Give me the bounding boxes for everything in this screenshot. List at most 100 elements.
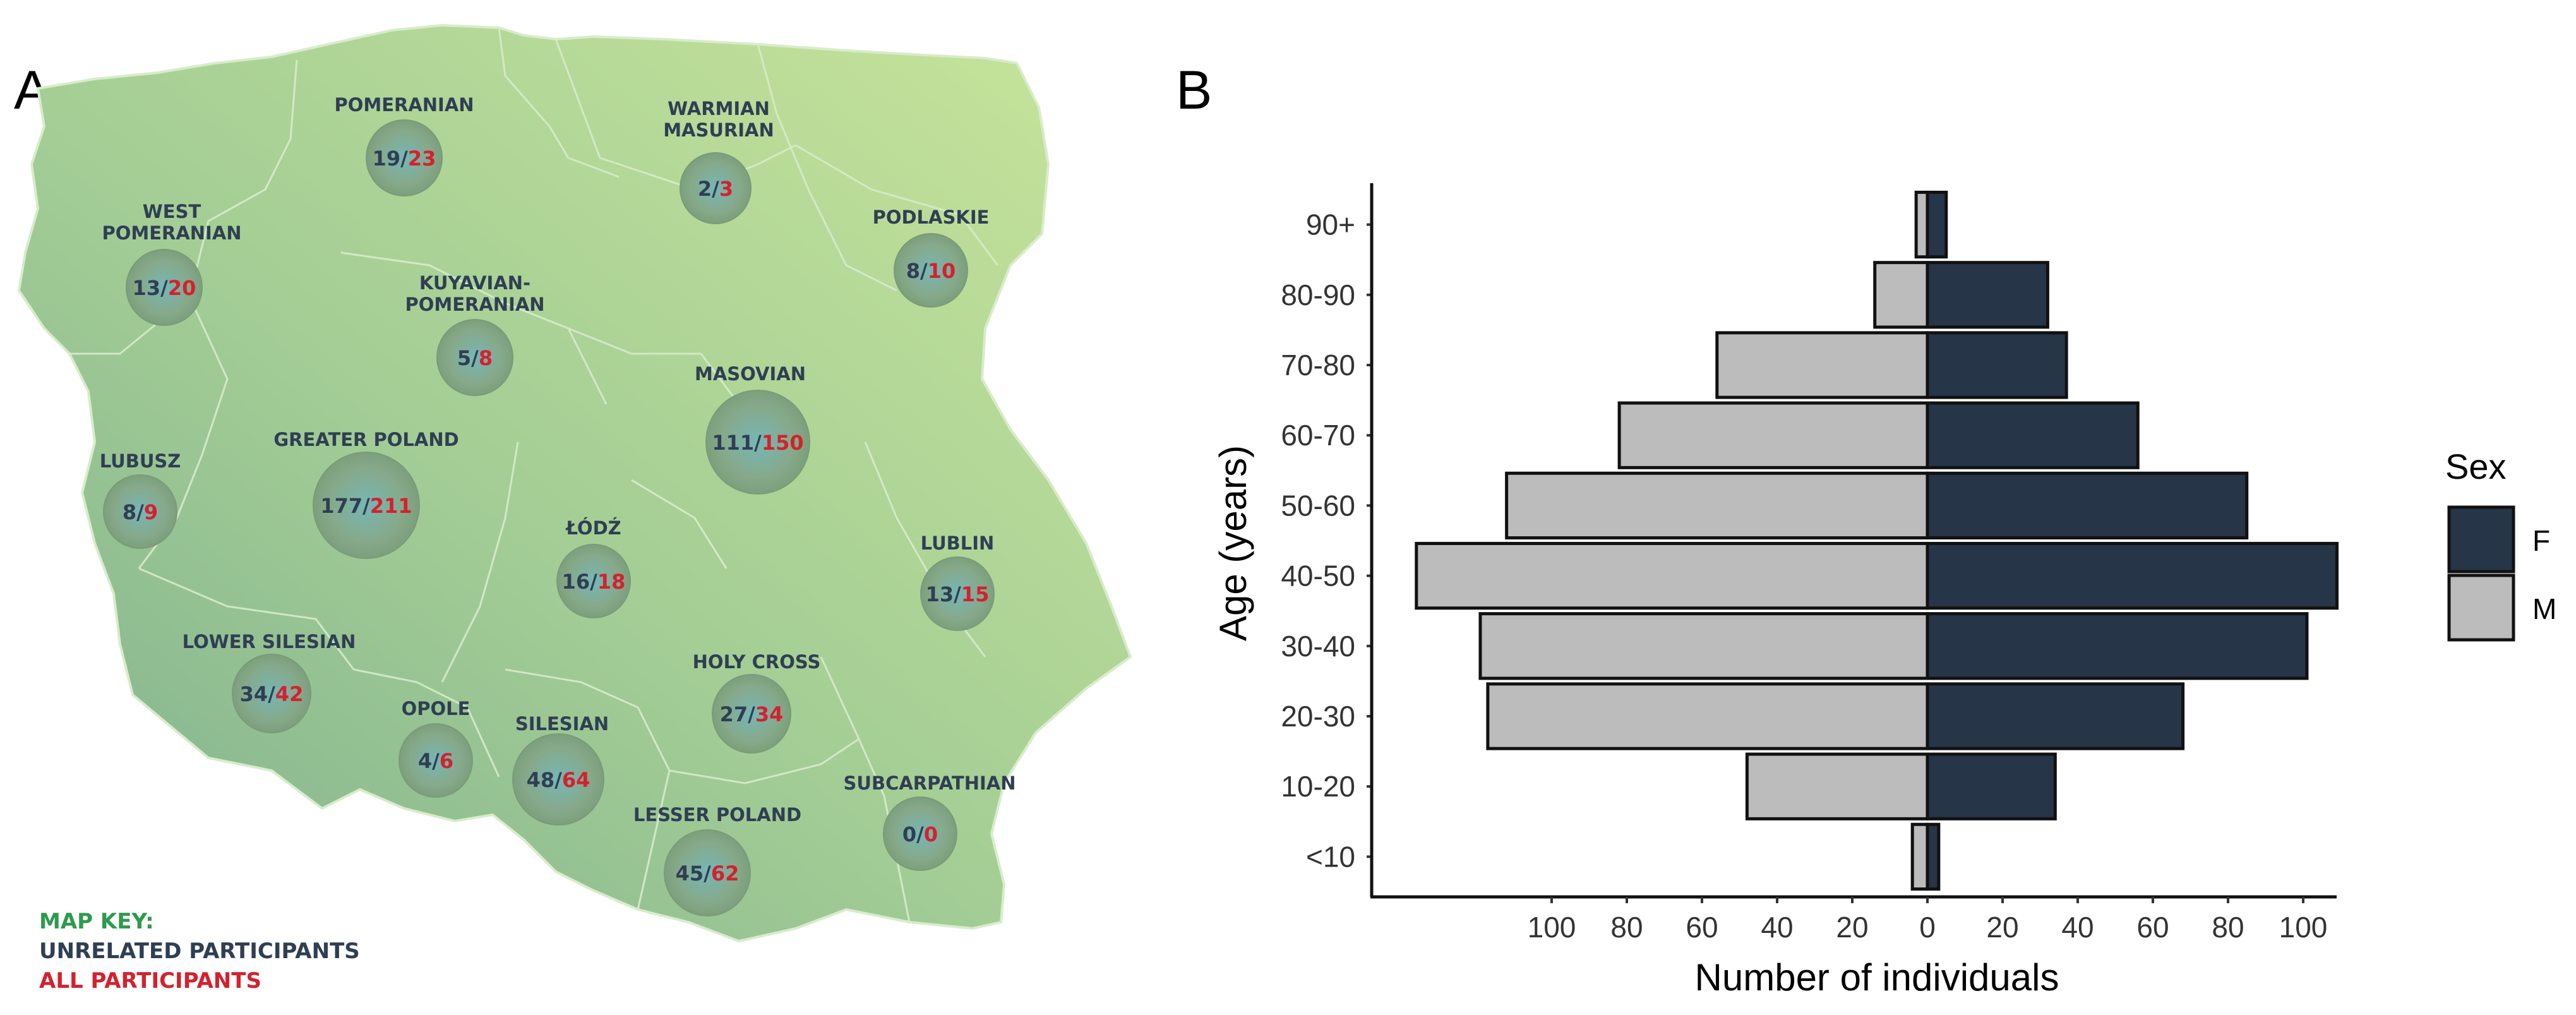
bar-m-80-90: [1873, 261, 1929, 329]
x-tick-label: 0: [1919, 911, 1936, 944]
all-count: 18: [597, 570, 626, 594]
region-lublin: LUBLIN 13/15: [920, 532, 995, 631]
region-bubble: [313, 452, 420, 559]
count-separator: /: [920, 259, 928, 283]
unrelated-count: 19: [373, 147, 401, 171]
x-tick-label: 60: [1686, 911, 1718, 944]
region-lesser-poland: LESSER POLAND 45/62: [633, 804, 801, 916]
unrelated-count: 13: [133, 276, 161, 300]
region-subcarpathian: SUBCARPATHIAN 0/0: [844, 772, 1016, 871]
x-tick-label: 40: [1761, 911, 1793, 944]
unrelated-count: 0: [902, 822, 916, 846]
region-counts: 13/15: [926, 582, 990, 606]
region-name: KUYAVIAN-: [419, 272, 530, 294]
legend-label-m: M: [2532, 592, 2556, 625]
unrelated-count: 2: [698, 177, 712, 201]
region-counts: 13/20: [133, 276, 196, 300]
region-lubusz: LUBUSZ 8/9: [100, 450, 181, 549]
region-bubble: [126, 249, 203, 326]
region-counts: 45/62: [676, 862, 740, 886]
region-counts: 8/10: [906, 259, 956, 283]
region-counts: 16/18: [562, 570, 626, 594]
count-separator: /: [136, 500, 144, 524]
panel-b-letter: B: [1176, 60, 1212, 121]
region-name: LUBLIN: [921, 532, 995, 554]
y-axis-title: Age (years): [1212, 445, 1254, 641]
map-key: MAP KEY: UNRELATED PARTICIPANTS ALL PART…: [39, 909, 360, 994]
region-masovian: MASOVIAN 111/150: [695, 363, 810, 495]
region-bubble: [705, 390, 810, 495]
count-separator: /: [400, 147, 408, 171]
count-separator: /: [748, 702, 755, 726]
pyramid-chart: <10 10-20 20-30 30-40 40-50 50-60 60-70 70-80 80…: [1281, 183, 2339, 944]
bar-f-70-80: [1926, 331, 2068, 399]
region-name: POMERANIAN: [405, 294, 544, 315]
region-silesian: SILESIAN 48/64: [512, 713, 609, 826]
region-name: ŁÓDŹ: [565, 517, 621, 539]
unrelated-count: 48: [527, 768, 555, 792]
region-holy-cross: HOLY CROSS 27/34: [693, 651, 820, 754]
x-tick-label: 40: [2061, 911, 2094, 944]
region-bubble: [556, 544, 631, 618]
region-greater-poland: GREATER POLAND 177/211: [273, 429, 459, 559]
unrelated-count: 5: [457, 346, 471, 370]
bar-f-40-50: [1926, 541, 2339, 610]
legend-swatch-f: [2447, 505, 2515, 574]
x-tick-label: 20: [1986, 911, 2018, 944]
count-separator: /: [704, 862, 711, 886]
all-count: 8: [479, 346, 493, 370]
region-bubble: [712, 674, 791, 754]
map-key-unrelated: UNRELATED PARTICIPANTS: [39, 939, 360, 964]
region-bubble: [436, 319, 513, 396]
region-name: GREATER POLAND: [273, 429, 458, 450]
region-bubble: [664, 829, 751, 916]
region-bubble: [883, 796, 957, 871]
all-count: 211: [370, 494, 412, 518]
all-count: 64: [562, 768, 590, 792]
all-count: 0: [924, 822, 938, 846]
y-tick-label: 90+: [1306, 208, 1355, 241]
region-bubble: [366, 119, 443, 196]
region-name: SUBCARPATHIAN: [844, 772, 1016, 794]
unrelated-count: 34: [240, 682, 268, 706]
bar-m-60-70: [1617, 401, 1929, 469]
unrelated-count: 8: [906, 259, 920, 283]
region-bubble: [680, 152, 752, 224]
region-counts: 27/34: [720, 702, 784, 726]
x-tick-label: 80: [1610, 911, 1643, 944]
region-name: MASURIAN: [663, 119, 774, 141]
all-count: 10: [928, 259, 956, 283]
x-tick-label: 100: [1528, 911, 1576, 944]
region-bubble: [232, 654, 311, 733]
unrelated-count: 13: [926, 582, 954, 606]
count-separator: /: [712, 177, 719, 201]
all-count: 15: [961, 582, 990, 606]
y-tick-label: 40-50: [1281, 560, 1355, 592]
x-tick-label: 80: [2212, 911, 2244, 944]
bar-m-90+: [1914, 190, 1929, 259]
region-name: POMERANIAN: [102, 222, 241, 244]
count-separator: /: [954, 582, 961, 606]
y-tick-label: 60-70: [1281, 419, 1355, 452]
unrelated-count: 27: [720, 702, 748, 726]
region-counts: 4/6: [418, 749, 453, 773]
x-axis-title: Number of individuals: [1695, 956, 2059, 999]
region-name: POMERANIAN: [334, 94, 474, 116]
region-podlaskie: PODLASKIE 8/10: [873, 207, 989, 308]
count-separator: /: [754, 431, 762, 455]
bar-m-10-20: [1745, 752, 1929, 820]
all-count: 9: [144, 500, 158, 524]
all-count: 42: [275, 682, 304, 706]
count-separator: /: [471, 346, 479, 370]
region-counts: 0/0: [902, 822, 938, 846]
count-separator: /: [268, 682, 275, 706]
region-bubble: [103, 474, 177, 549]
map-key-all: ALL PARTICIPANTS: [39, 968, 261, 994]
region-counts: 177/211: [320, 494, 412, 518]
count-separator: /: [362, 494, 370, 518]
y-tick-label: <10: [1306, 840, 1355, 873]
region-counts: 34/42: [240, 682, 304, 706]
